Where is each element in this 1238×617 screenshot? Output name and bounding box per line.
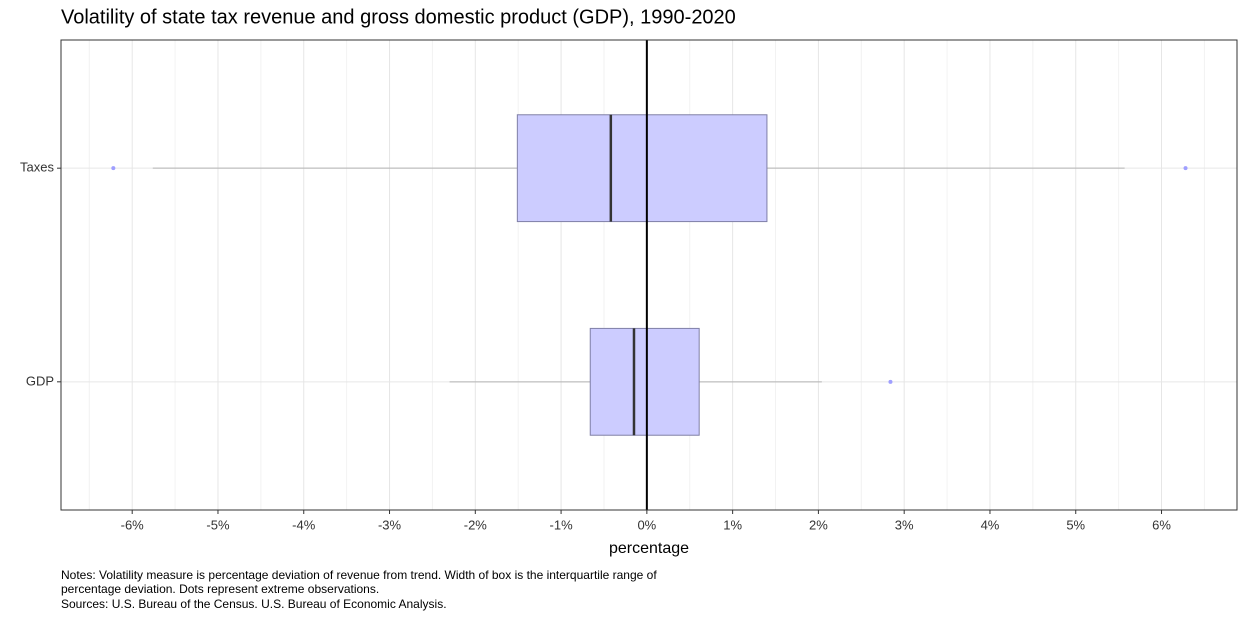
x-tick-label: -3% [378, 517, 402, 532]
x-tick-label: 4% [981, 517, 1000, 532]
y-tick-label: Taxes [20, 160, 54, 175]
outlier [1183, 166, 1188, 171]
box [516, 114, 768, 223]
chart-title: Volatility of state tax revenue and gros… [61, 6, 736, 28]
x-tick-label: -1% [550, 517, 574, 532]
note: Sources: U.S. Bureau of the Census. U.S.… [61, 597, 447, 611]
x-tick-label: 0% [637, 517, 656, 532]
outlier [888, 379, 893, 384]
x-tick-label: -6% [121, 517, 145, 532]
x-axis-label: percentage [609, 540, 689, 557]
x-tick-label: -5% [206, 517, 230, 532]
note: percentage deviation. Dots represent ext… [61, 582, 379, 596]
note: Notes: Volatility measure is percentage … [61, 568, 657, 582]
x-tick-label: 6% [1152, 517, 1171, 532]
plot-border [60, 39, 1238, 511]
x-tick-label: 5% [1066, 517, 1085, 532]
x-tick-label: -2% [464, 517, 488, 532]
x-tick-label: 1% [723, 517, 742, 532]
x-tick-label: 2% [809, 517, 828, 532]
box [589, 327, 700, 436]
x-tick-label: 3% [895, 517, 914, 532]
x-tick-label: -4% [292, 517, 316, 532]
outlier [111, 166, 116, 171]
y-tick-label: GDP [26, 373, 54, 388]
